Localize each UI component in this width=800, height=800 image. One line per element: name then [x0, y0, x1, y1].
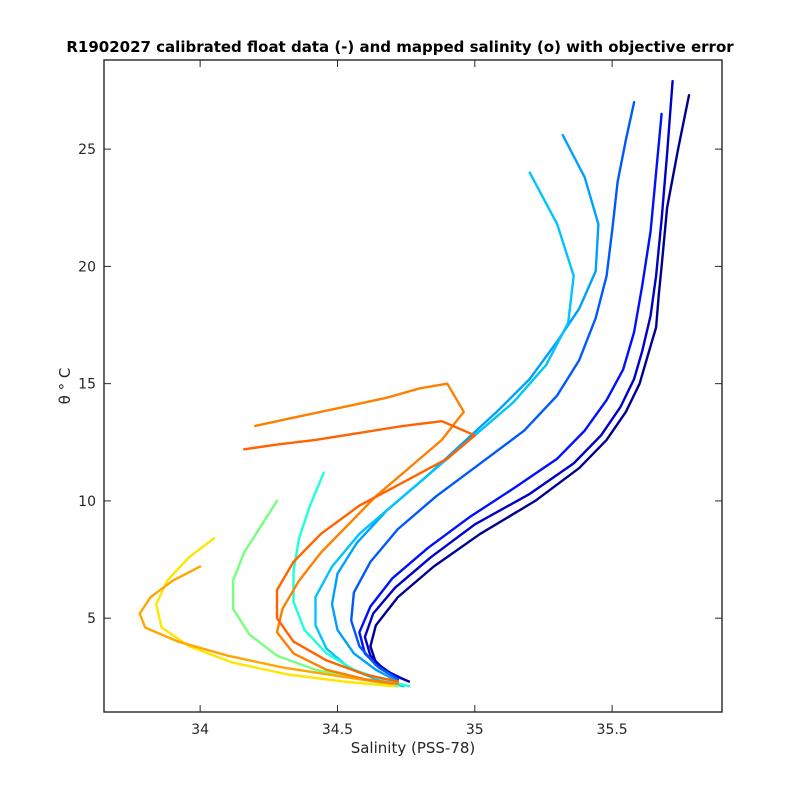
series-line-5 — [314, 171, 575, 688]
x-tick-label-2: 35 — [466, 722, 484, 738]
series-line-0 — [369, 93, 691, 683]
x-tick-label-3: 35.5 — [597, 722, 628, 738]
chart-title: R1902027 calibrated float data (-) and m… — [66, 38, 734, 56]
plot-series-group — [138, 79, 691, 688]
series-line-7 — [231, 499, 400, 688]
series-line-9 — [138, 565, 394, 686]
plot-frame — [103, 59, 723, 713]
series-line-2 — [358, 112, 663, 681]
series-line-8 — [154, 537, 394, 688]
series-line-11 — [242, 420, 476, 683]
y-axis-label: θ ° C — [56, 368, 74, 405]
y-tick-label-4: 25 — [78, 142, 96, 158]
y-tick-label-3: 20 — [78, 259, 96, 275]
series-line-10 — [253, 382, 465, 686]
series-line-1 — [363, 79, 674, 681]
y-tick-label-1: 10 — [78, 494, 96, 510]
y-tick-label-0: 5 — [87, 611, 96, 627]
x-axis: 34 34.5 35 35.5 — [191, 60, 628, 738]
x-tick-label-1: 34.5 — [322, 722, 353, 738]
x-tick-label-0: 34 — [191, 722, 209, 738]
y-axis: 5 10 15 20 25 — [78, 142, 722, 627]
x-axis-label: Salinity (PSS-78) — [351, 739, 476, 757]
series-line-3 — [350, 100, 636, 681]
y-tick-label-2: 15 — [78, 377, 96, 393]
